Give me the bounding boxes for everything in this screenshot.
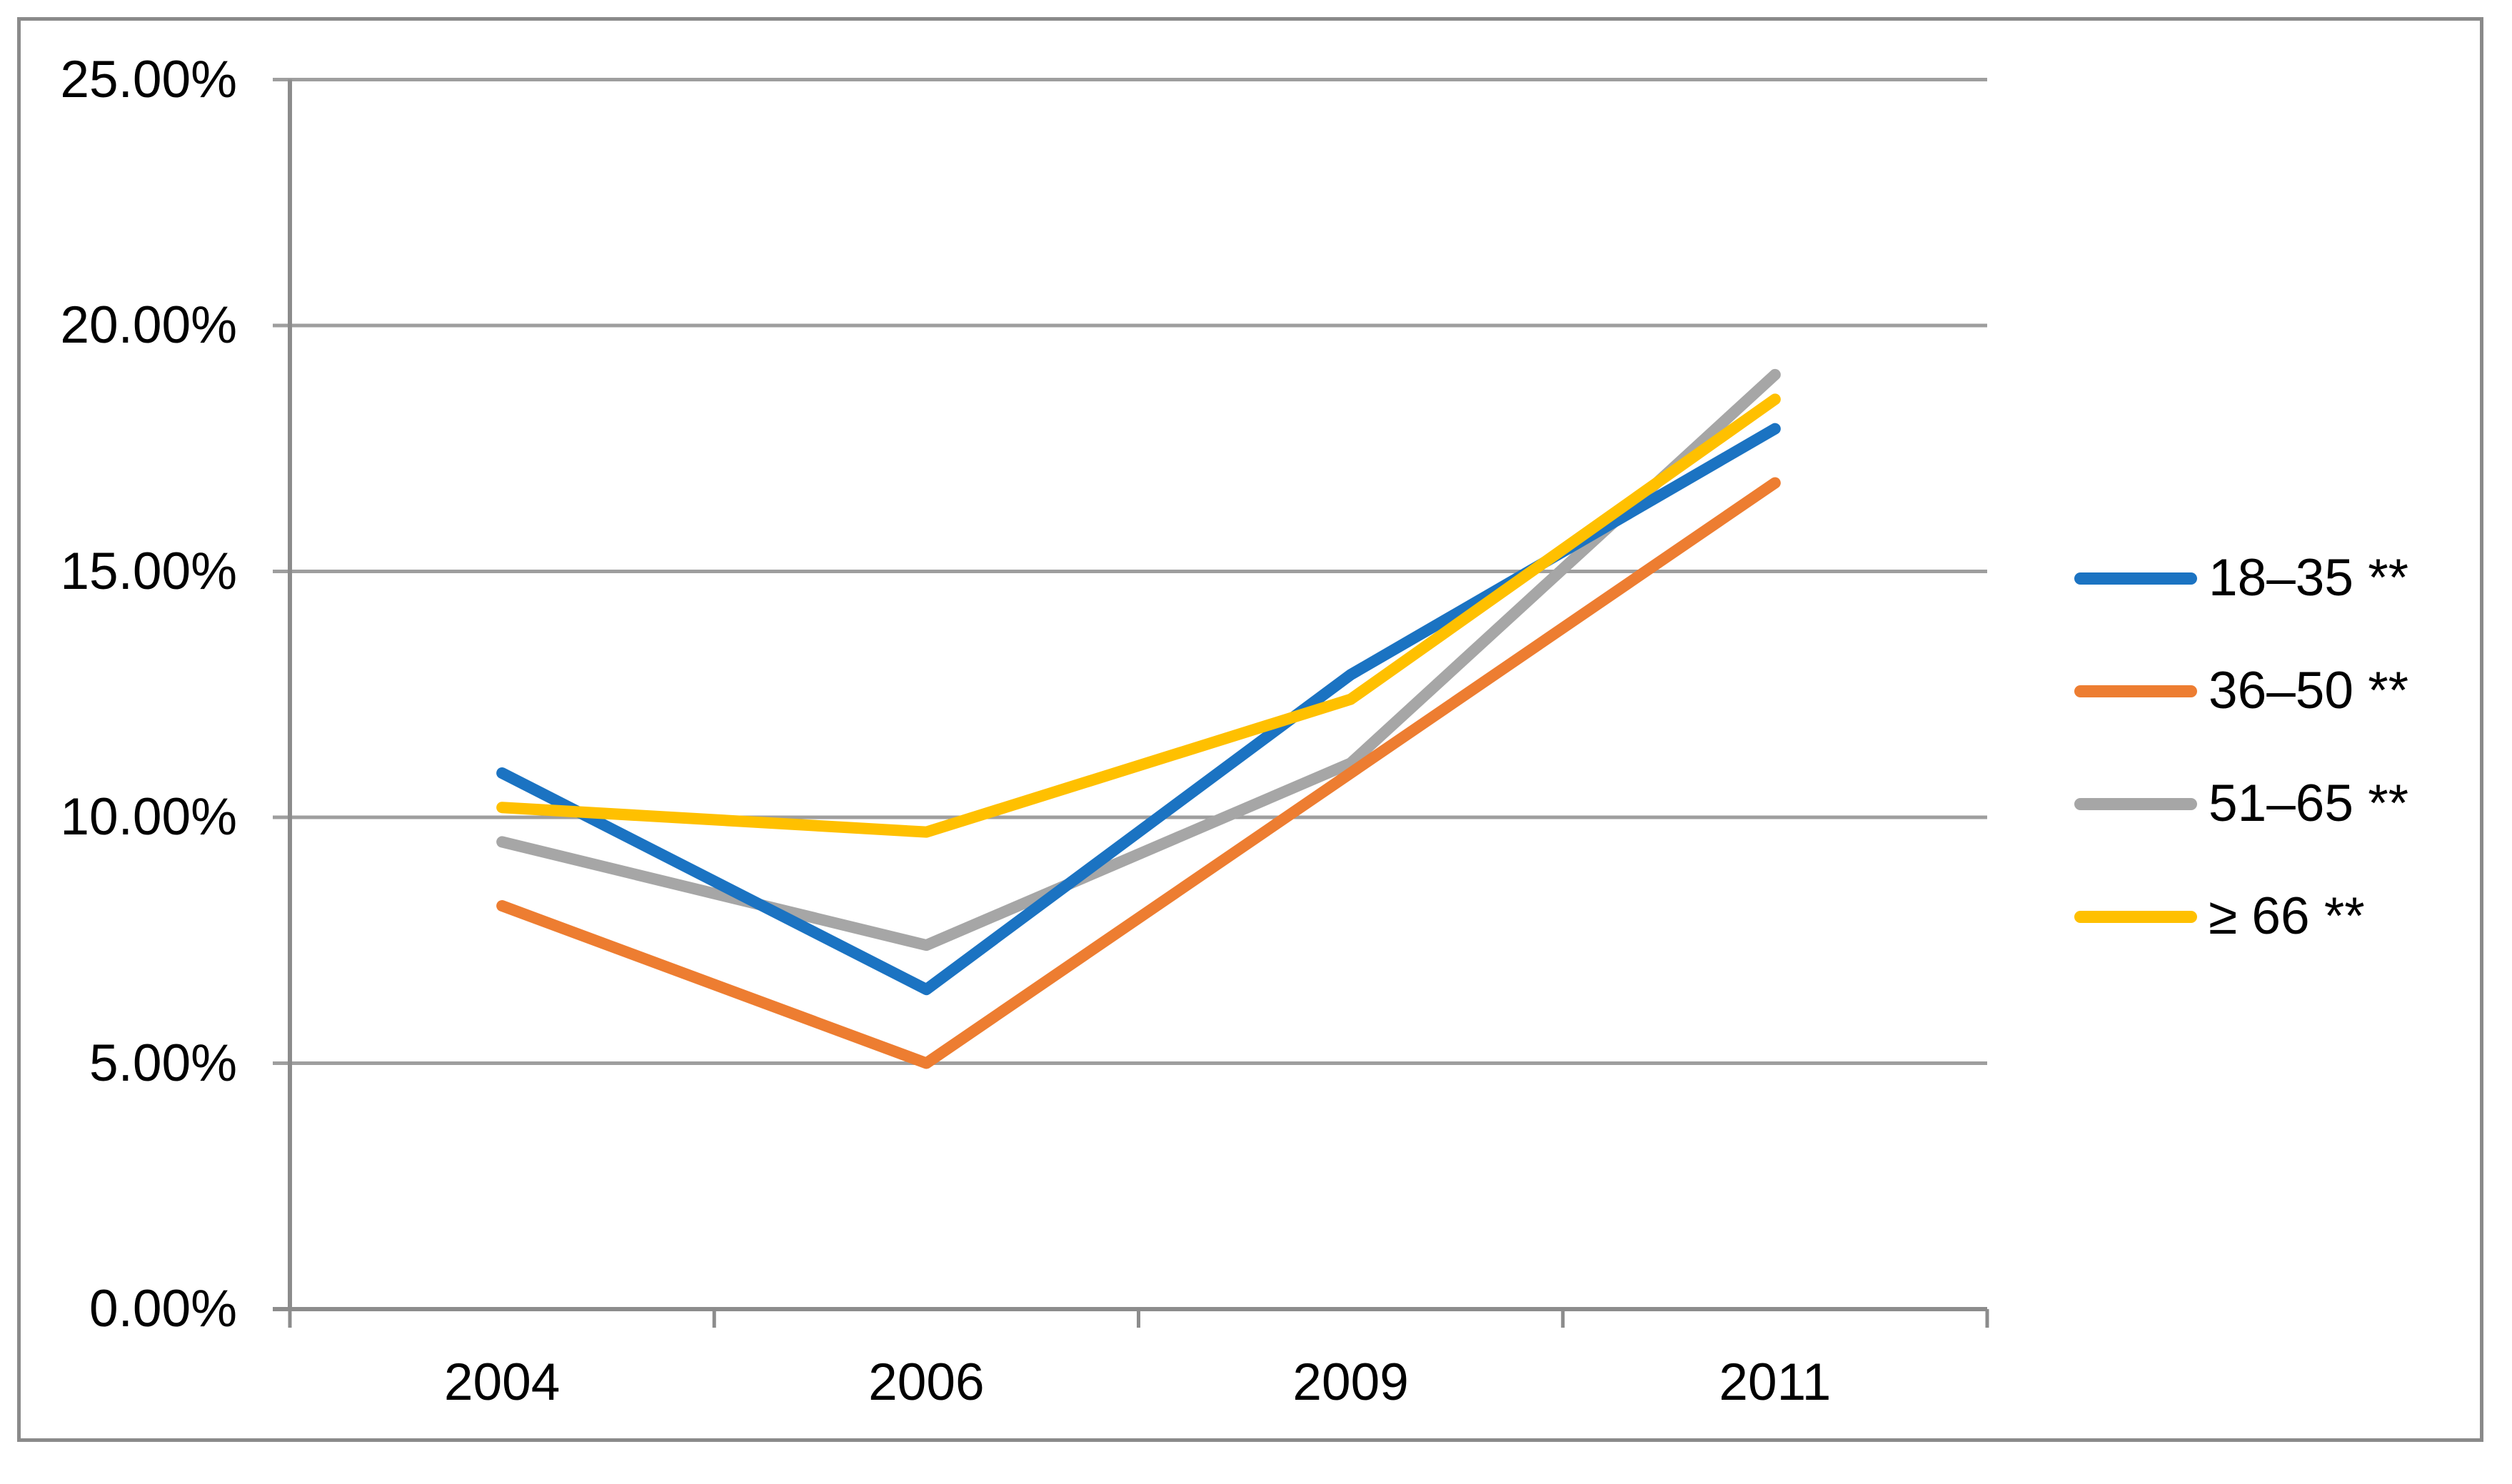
legend-line-swatch: [2074, 910, 2197, 923]
y-axis-tick-label: 10.00%: [60, 788, 237, 846]
legend-item: 18–35 **: [2074, 541, 2408, 615]
series-line-2: [496, 477, 1781, 1069]
x-axis-tick-label: 2009: [1292, 1353, 1409, 1411]
series-line-1: [496, 423, 1781, 996]
y-axis-tick-label: 20.00%: [60, 296, 237, 354]
y-axis-tick-label: 25.00%: [60, 50, 237, 108]
y-axis-tick-label: 15.00%: [60, 542, 237, 600]
legend-label: 18–35 **: [2209, 549, 2409, 607]
legend-label: 36–50 **: [2209, 662, 2409, 720]
legend-label: ≥ 66 **: [2209, 887, 2365, 945]
y-axis-tick-label: 0.00%: [89, 1280, 237, 1338]
legend-line-swatch: [2074, 797, 2197, 810]
legend-line-swatch: [2074, 572, 2197, 585]
legend-item: 51–65 **: [2074, 767, 2408, 841]
series-line-4: [496, 393, 1781, 838]
legend-item: 36–50 **: [2074, 654, 2408, 728]
series-line-3: [496, 368, 1781, 952]
legend-line-swatch: [2074, 685, 2197, 697]
x-axis-tick-label: 2006: [868, 1353, 985, 1411]
figure-border: [17, 17, 2483, 1442]
x-axis-tick-label: 2004: [443, 1353, 561, 1411]
x-axis-tick-label: 2011: [1719, 1353, 1832, 1411]
y-axis-tick-label: 5.00%: [89, 1034, 237, 1092]
legend-item: ≥ 66 **: [2074, 879, 2365, 954]
legend-label: 51–65 **: [2209, 774, 2409, 832]
